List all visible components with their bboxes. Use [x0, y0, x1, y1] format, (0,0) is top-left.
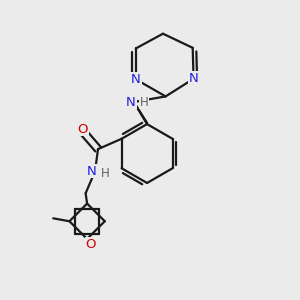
- Text: N: N: [131, 73, 141, 86]
- Text: O: O: [85, 238, 96, 251]
- Text: H: H: [100, 167, 109, 180]
- Text: N: N: [87, 165, 97, 178]
- Text: H: H: [140, 95, 148, 109]
- Text: O: O: [77, 123, 88, 136]
- Text: N: N: [126, 95, 136, 109]
- Text: N: N: [189, 72, 199, 85]
